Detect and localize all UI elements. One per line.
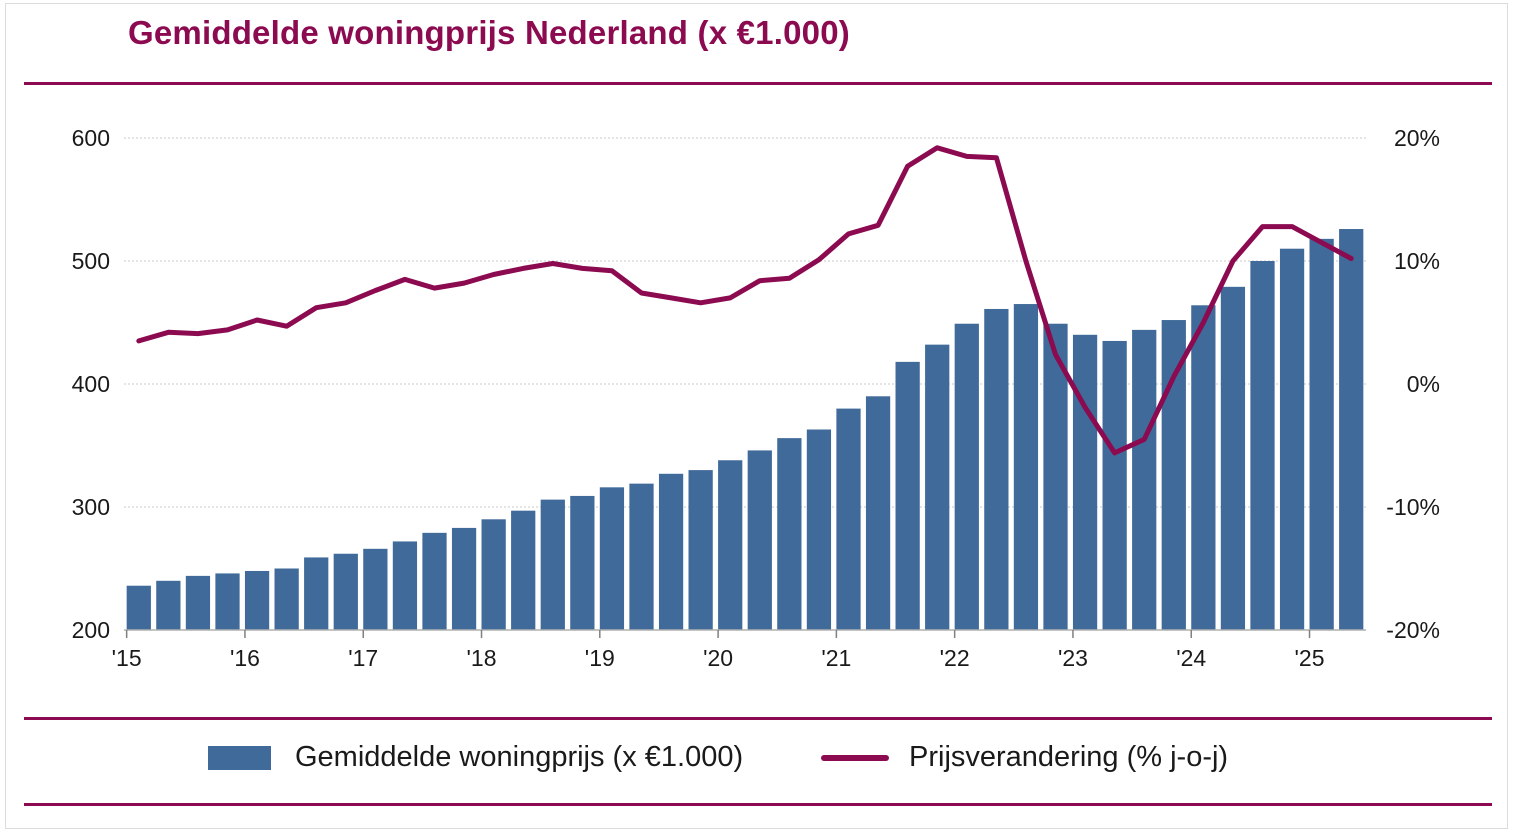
bar [1220,286,1246,630]
chart-title: Gemiddelde woningprijs Nederland (x €1.0… [128,14,850,51]
bar [1013,304,1039,630]
x-tick-label: '20 [703,645,733,671]
tick-labels: 600 500 400 300 200 20% 10% 0% -10% -20% '15 '16 '17… [72,125,1440,671]
legend: Gemiddelde woningprijs (x €1.000) Prijsv… [0,735,1513,795]
x-tick-label: '23 [1058,645,1088,671]
bar [304,557,329,630]
bar [1191,305,1216,630]
y-tick-label-left: 200 [72,617,110,643]
x-tick-label: '16 [230,645,260,671]
bar [333,553,358,630]
bar [1250,261,1275,630]
bar [1161,320,1186,630]
bar [156,580,181,630]
bar [954,323,979,630]
bar [688,470,713,630]
bar [1102,340,1127,630]
bar [895,361,920,630]
bar [925,344,950,630]
bar [599,487,625,630]
price-change-line [136,145,1354,456]
bar [274,568,299,630]
x-tick-label: '18 [467,645,497,671]
y-tick-label-left: 300 [72,494,110,520]
x-tick-label: '15 [112,645,142,671]
bar [392,541,418,630]
x-axis [124,629,1366,638]
bar [658,473,684,630]
y-tick-label-left: 400 [72,371,110,397]
legend-label-change: Prijsverandering (% j-o-j) [909,741,1229,773]
bar [984,308,1009,630]
bar [481,519,506,630]
bar [806,429,832,630]
x-tick-label: '25 [1295,645,1325,671]
x-tick-label: '19 [585,645,615,671]
title-divider [24,82,1492,85]
gridlines [124,137,1366,508]
x-tick-label: '17 [348,645,378,671]
bar [865,396,891,630]
y-tick-label-right: -10% [1386,494,1440,520]
y-tick-label-left: 600 [72,125,110,151]
legend-label-price: Gemiddelde woningprijs (x €1.000) [295,741,744,773]
y-tick-label-right: 0% [1407,371,1440,397]
y-tick-label-right: -20% [1386,617,1440,643]
y-tick-label-right: 20% [1394,125,1440,151]
legend-top-divider [24,717,1492,720]
bar [540,499,565,630]
bar [422,532,447,630]
line-series [136,145,1354,456]
bar [215,573,240,630]
y-tick-label-left: 500 [72,248,110,274]
bar [1132,329,1157,630]
bar [1339,229,1364,630]
legend-item-price: Gemiddelde woningprijs (x €1.000) [208,741,743,774]
x-tick-label: '22 [940,645,970,671]
bar [570,495,595,630]
bar [718,460,743,630]
y-tick-label-right: 10% [1394,248,1440,274]
bar [1043,323,1068,630]
bar [126,585,151,630]
bar [185,575,211,630]
chart-frame [5,3,1508,829]
legend-bottom-divider [24,803,1492,806]
legend-item-change: Prijsverandering (% j-o-j) [821,741,1228,774]
bar [747,450,772,630]
bar [1309,238,1334,631]
bar [836,408,861,630]
bar [244,570,270,630]
bar-series [126,229,1364,631]
x-tick-label: '24 [1176,645,1206,671]
bar [777,438,802,630]
bar [1072,334,1098,630]
bar [363,548,388,630]
x-tick-label: '21 [821,645,851,671]
legend-bar-swatch [208,745,271,770]
bar [629,483,654,630]
legend-line-swatch [821,754,889,761]
bar [511,510,536,630]
bar [451,527,477,630]
bar [1279,248,1305,630]
